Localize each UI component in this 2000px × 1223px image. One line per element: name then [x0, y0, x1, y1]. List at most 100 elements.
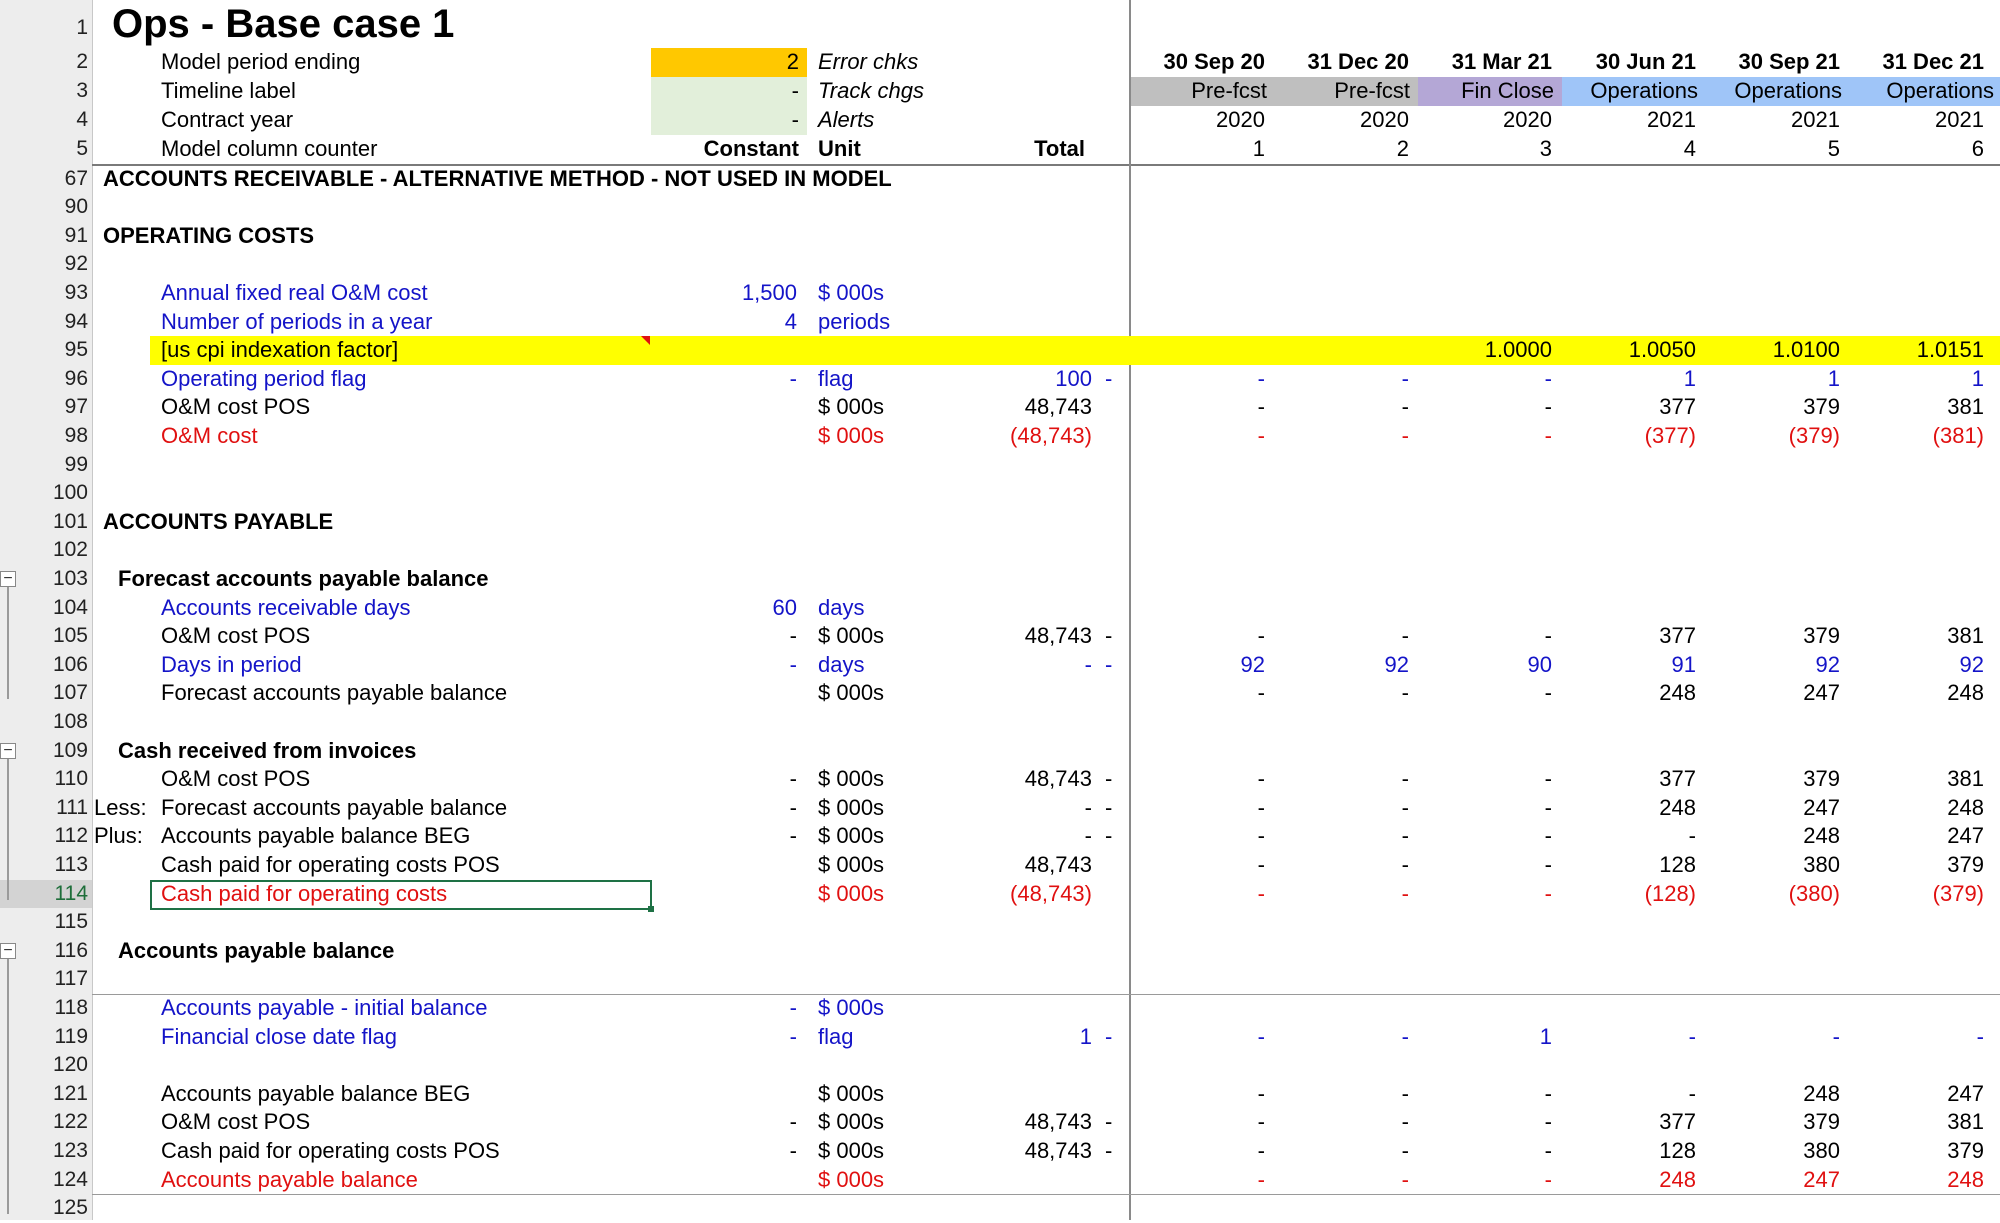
row-label[interactable]: O&M cost POS: [161, 766, 311, 792]
column-counter[interactable]: 4: [1683, 136, 1696, 161]
period-value-cell[interactable]: -: [1544, 766, 1552, 792]
row-label[interactable]: [us cpi indexation factor]: [161, 337, 399, 363]
period-value-cell[interactable]: -: [1832, 1023, 1840, 1049]
total-cell[interactable]: (48,743): [1010, 422, 1092, 448]
sheet-row-119[interactable]: 119 Financial close date flag - flag 1- - -1- -…: [0, 1023, 2000, 1052]
constant-cell[interactable]: -: [789, 1109, 797, 1135]
period-value-cell[interactable]: 1.0151: [1916, 337, 1984, 363]
period-value-cell[interactable]: 92: [1815, 651, 1840, 677]
header-label[interactable]: Timeline label: [161, 78, 296, 103]
row-number[interactable]: 90: [64, 195, 88, 219]
period-value-cell[interactable]: 248: [1659, 680, 1696, 706]
row-number[interactable]: 92: [64, 252, 88, 276]
period-value-cell[interactable]: -: [1544, 880, 1552, 906]
period-value-cell[interactable]: -: [1257, 623, 1265, 649]
timeline-phase[interactable]: Pre-fcst: [1131, 77, 1275, 106]
row-label[interactable]: Days in period: [161, 651, 302, 677]
selected-cell-outline[interactable]: [150, 879, 652, 910]
period-value-cell[interactable]: (379): [1788, 422, 1840, 448]
timeline-phase[interactable]: Operations: [1562, 77, 1706, 106]
operator-label[interactable]: Plus:: [94, 823, 143, 849]
row-number[interactable]: 103: [52, 566, 88, 590]
check-cell[interactable]: -: [1105, 1137, 1113, 1163]
period-value-cell[interactable]: 379: [1803, 623, 1840, 649]
total-cell[interactable]: 100: [1055, 365, 1092, 391]
sheet-row-95[interactable]: 95 [us cpi indexation factor] 1.0000 1.0050…: [0, 336, 2000, 365]
row-number[interactable]: 115: [54, 910, 88, 934]
constant-cell[interactable]: -: [789, 994, 797, 1020]
row-label[interactable]: Accounts payable balance BEG: [161, 823, 471, 849]
row-number[interactable]: 121: [52, 1081, 88, 1105]
row-number[interactable]: 104: [52, 595, 88, 619]
period-value-cell[interactable]: -: [1976, 1023, 1984, 1049]
column-counter[interactable]: 2: [1396, 136, 1409, 161]
period-value-cell[interactable]: (377): [1644, 422, 1696, 448]
unit-cell[interactable]: periods: [818, 308, 891, 334]
period-value-cell[interactable]: -: [1401, 680, 1409, 706]
check-cell[interactable]: -: [1105, 794, 1113, 820]
period-value-cell[interactable]: 248: [1659, 794, 1696, 820]
row-label[interactable]: Annual fixed real O&M cost: [161, 279, 428, 305]
period-value-cell[interactable]: -: [1257, 365, 1265, 391]
row-number[interactable]: 5: [76, 137, 88, 160]
sheet-row-108[interactable]: 108: [0, 708, 2000, 737]
row-number[interactable]: 98: [64, 423, 88, 447]
column-counter[interactable]: 1: [1252, 136, 1265, 161]
row-number[interactable]: 124: [52, 1167, 88, 1191]
subsection-heading[interactable]: Accounts payable balance: [118, 937, 395, 963]
sheet-row-107[interactable]: 107 Forecast accounts payable balance $ 00…: [0, 679, 2000, 708]
timeline-phase[interactable]: Fin Close: [1418, 77, 1562, 106]
row-number[interactable]: 106: [52, 652, 88, 676]
period-value-cell[interactable]: 381: [1947, 394, 1984, 420]
period-value-cell[interactable]: -: [1544, 1080, 1552, 1106]
sheet-row-94[interactable]: 94 Number of periods in a year 4 periods: [0, 308, 2000, 337]
period-date[interactable]: 30 Sep 20: [1163, 49, 1265, 74]
row-number[interactable]: 109: [52, 738, 88, 762]
row-label[interactable]: Number of periods in a year: [161, 308, 433, 334]
unit-cell[interactable]: $ 000s: [818, 1166, 885, 1192]
contract-year[interactable]: 2021: [1935, 107, 1984, 132]
row-number[interactable]: 119: [54, 1024, 88, 1048]
period-value-cell[interactable]: -: [1401, 365, 1409, 391]
period-value-cell[interactable]: 377: [1659, 1109, 1696, 1135]
period-value-cell[interactable]: 91: [1671, 651, 1696, 677]
period-value-cell[interactable]: [1131, 336, 1265, 365]
sheet-row-1[interactable]: 1 Ops - Base case 1: [0, 0, 2000, 46]
sheet-row-111[interactable]: 111 Less: Forecast accounts payable balanc…: [0, 794, 2000, 823]
row-label[interactable]: Accounts payable - initial balance: [161, 994, 488, 1020]
row-label[interactable]: O&M cost POS: [161, 394, 311, 420]
constant-cell[interactable]: -: [789, 823, 797, 849]
period-date[interactable]: 31 Dec 21: [1882, 49, 1984, 74]
constant-cell[interactable]: 60: [772, 594, 797, 620]
row-label[interactable]: Forecast accounts payable balance: [161, 794, 508, 820]
total-cell[interactable]: 48,743: [1024, 623, 1092, 649]
period-value-cell[interactable]: 379: [1803, 394, 1840, 420]
period-value-cell[interactable]: -: [1544, 680, 1552, 706]
unit-column-header[interactable]: Unit: [818, 136, 861, 161]
row-number[interactable]: 102: [52, 538, 88, 562]
row-label[interactable]: Forecast accounts payable balance: [161, 680, 508, 706]
constant-cell[interactable]: -: [789, 1137, 797, 1163]
sheet-row-90[interactable]: 90: [0, 193, 2000, 222]
period-value-cell[interactable]: -: [1401, 1137, 1409, 1163]
sheet-row-92[interactable]: 92: [0, 250, 2000, 279]
period-value-cell[interactable]: -: [1257, 422, 1265, 448]
period-value-cell[interactable]: 380: [1803, 1137, 1840, 1163]
total-cell[interactable]: -: [1084, 823, 1092, 849]
row-number[interactable]: 2: [76, 50, 88, 73]
column-counter[interactable]: 6: [1971, 136, 1984, 161]
unit-cell[interactable]: flag: [818, 365, 854, 391]
subsection-heading[interactable]: Forecast accounts payable balance: [118, 565, 489, 591]
period-value-cell[interactable]: 381: [1947, 766, 1984, 792]
period-value-cell[interactable]: 379: [1947, 1137, 1984, 1163]
period-value-cell[interactable]: 379: [1803, 766, 1840, 792]
row-number[interactable]: 125: [52, 1196, 88, 1220]
fill-handle[interactable]: [648, 905, 654, 912]
period-value-cell[interactable]: 92: [1384, 651, 1409, 677]
row-label[interactable]: Cash paid for operating costs POS: [161, 1137, 500, 1163]
sheet-row-102[interactable]: 102: [0, 536, 2000, 565]
contract-year[interactable]: 2020: [1360, 107, 1409, 132]
minus-icon[interactable]: −: [0, 942, 16, 959]
timeline-phase[interactable]: Operations: [1850, 77, 2000, 106]
constant-cell[interactable]: -: [789, 794, 797, 820]
